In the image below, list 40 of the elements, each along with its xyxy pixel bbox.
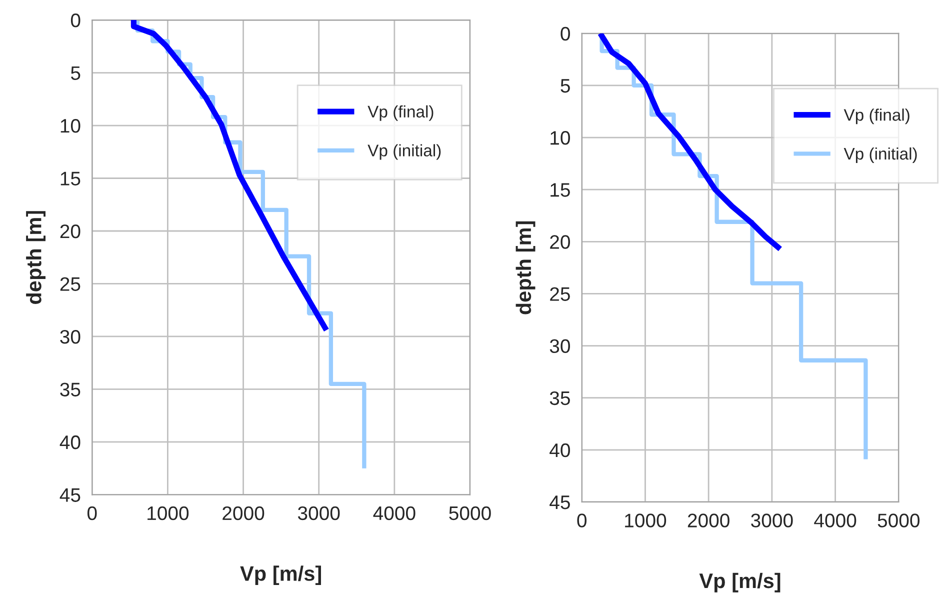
x-tick-label: 4000	[373, 506, 416, 520]
y-tick-label: 5	[70, 66, 80, 80]
y-tick-label: 20	[60, 224, 80, 238]
x-tick-label: 4000	[814, 514, 856, 528]
x-tick-label: 0	[577, 514, 587, 528]
y-tick-label: 40	[60, 435, 80, 450]
y-axis-title: depth [m]	[26, 211, 46, 304]
legend-label: Vp (initial)	[368, 144, 441, 160]
y-tick-label: 20	[550, 235, 570, 249]
x-tick-label: 5000	[449, 506, 491, 520]
y-tick-label: 10	[60, 118, 80, 133]
x-tick-label: 2000	[222, 506, 264, 520]
x-axis-title: Vp [m/s]	[699, 572, 780, 592]
x-tick-label: 5000	[878, 514, 920, 528]
x-tick-label: 3000	[298, 506, 340, 520]
legend-label: Vp (initial)	[844, 147, 917, 163]
y-tick-label: 5	[560, 79, 570, 93]
x-tick-label: 1000	[148, 506, 189, 520]
y-tick-label: 30	[550, 339, 570, 354]
y-tick-label: 25	[550, 287, 570, 301]
x-axis-title: Vp [m/s]	[240, 566, 321, 586]
y-tick-label: 0	[70, 14, 80, 28]
y-tick-label: 25	[60, 277, 80, 291]
y-tick-label: 30	[60, 330, 80, 344]
y-tick-label: 35	[550, 391, 570, 406]
legend-label: Vp (final)	[844, 108, 910, 124]
y-tick-label: 0	[560, 26, 570, 41]
y-tick-label: 45	[550, 496, 570, 510]
y-tick-label: 40	[550, 443, 570, 458]
legend-label: Vp (final)	[368, 105, 434, 121]
x-tick-label: 2000	[688, 514, 730, 528]
y-axis-title: depth [m]	[516, 221, 536, 314]
y-tick-label: 15	[550, 183, 570, 197]
y-tick-label: 15	[60, 172, 80, 186]
x-tick-label: 0	[87, 506, 97, 520]
y-tick-label: 10	[550, 130, 570, 145]
x-tick-label: 3000	[751, 514, 793, 528]
x-tick-label: 1000	[625, 514, 666, 528]
y-tick-label: 35	[60, 382, 80, 396]
y-tick-label: 45	[60, 488, 80, 502]
